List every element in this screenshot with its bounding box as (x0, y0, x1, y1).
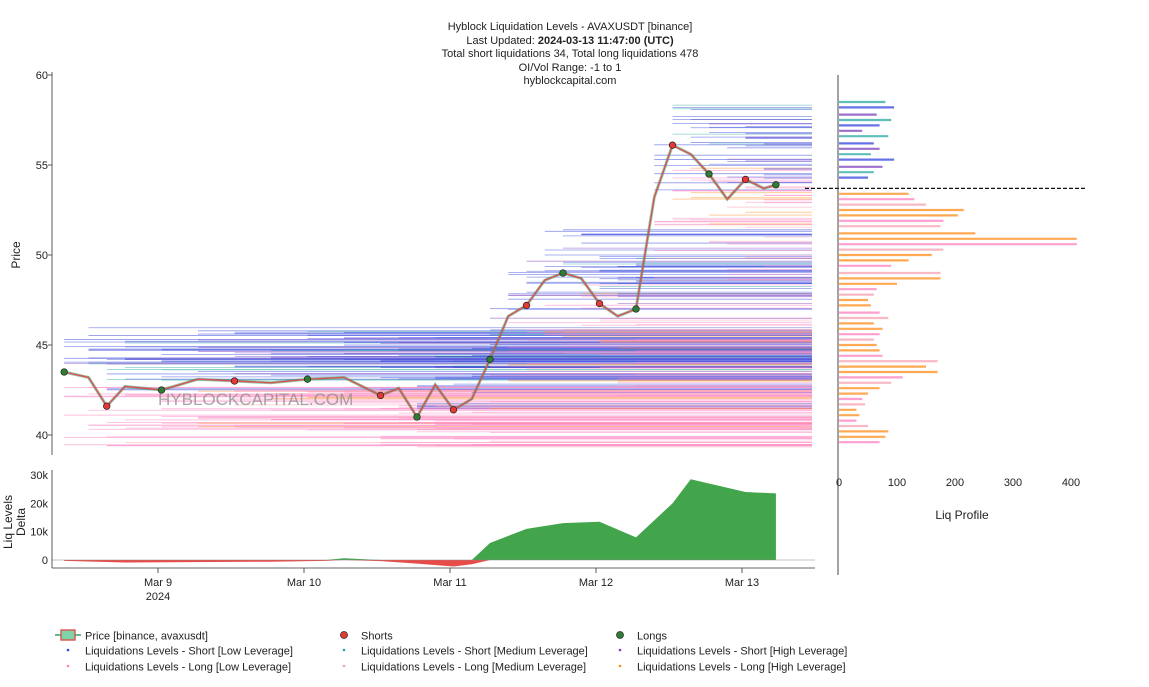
legend-item-short-high[interactable]: Liquidations Levels - Short [High Levera… (607, 645, 847, 658)
dot-icon (55, 661, 81, 674)
price-y-tick-label: 60 (36, 70, 48, 82)
profile-x-tick-label: 400 (1062, 477, 1080, 489)
time-x-tick-label: Mar 13 (725, 577, 759, 589)
time-x-year-label: 2024 (146, 591, 170, 603)
axes-layer: 40 45 50 55 60 Price 0 10k 20k 30k Liq LevelsDelta… (1, 70, 1080, 603)
price-axis-label: Price (9, 241, 23, 269)
oi-range-text: OI/Vol Range: -1 to 1 (518, 61, 622, 74)
chart-legend: Price [binance, avaxusdt] Liquidations L… (55, 629, 955, 679)
legend-item-long-low[interactable]: Liquidations Levels - Long [Low Leverage… (55, 661, 291, 674)
dot-icon (607, 645, 633, 658)
dot-icon (607, 661, 633, 674)
dot-icon (331, 661, 357, 674)
profile-x-tick-label: 200 (946, 477, 964, 489)
delta-axis-label-line: Liq Levels (1, 495, 15, 549)
profile-axis-label: Liq Profile (935, 508, 989, 522)
red-circle-icon (331, 629, 357, 644)
time-x-tick-label: Mar 10 (287, 577, 321, 589)
delta-y-tick-label: 30k (30, 470, 48, 482)
delta-y-tick-label: 20k (30, 498, 48, 510)
price-layer (60, 141, 1087, 421)
dot-icon (331, 645, 357, 658)
long-marker (60, 368, 68, 376)
long-marker (632, 305, 640, 313)
delta-negative-area (64, 560, 776, 567)
time-x-tick-label: Mar 9 (144, 577, 172, 589)
short-marker (595, 299, 604, 308)
legend-item-short-low[interactable]: Liquidations Levels - Short [Low Leverag… (55, 645, 293, 658)
short-marker (668, 141, 677, 149)
legend-item-long-med[interactable]: Liquidations Levels - Long [Medium Lever… (331, 661, 586, 674)
price-y-tick-label: 50 (36, 250, 48, 262)
short-marker (741, 175, 750, 184)
legend-item-longs[interactable]: Longs (607, 629, 667, 644)
delta-y-tick-label: 0 (42, 555, 48, 567)
last-updated-value: 2024-03-13 11:47:00 (UTC) (537, 34, 674, 47)
price-y-tick-label: 55 (36, 160, 48, 172)
delta-axis-label-line: Delta (14, 508, 28, 536)
long-marker (705, 170, 713, 178)
short-marker (376, 391, 385, 400)
last-updated: Last Updated: 2024-03-13 11:47:00 (UTC) (320, 35, 820, 49)
profile-x-tick-label: 100 (888, 477, 906, 489)
last-updated-label: Last Updated: (466, 34, 538, 47)
delta-axis-label: Liq LevelsDelta (1, 495, 28, 549)
short-marker (103, 402, 111, 410)
time-x-tick-label: Mar 12 (579, 577, 613, 589)
price-y-tick-label: 45 (36, 340, 48, 352)
long-marker (772, 181, 780, 189)
delta-positive-area (64, 479, 776, 560)
long-marker (486, 355, 494, 364)
price-swatch-icon (55, 629, 81, 644)
totals-text: Total short liquidations 34, Total long … (441, 48, 699, 60)
price-y-tick-label: 40 (36, 430, 48, 442)
short-marker (522, 301, 531, 310)
green-circle-icon (607, 629, 633, 644)
chart-header: Hyblock Liquidation Levels - AVAXUSDT [b… (320, 21, 820, 89)
delta-layer (52, 479, 815, 567)
long-marker (413, 413, 421, 421)
watermark-text: HYBLOCKCAPITAL.COM (158, 390, 353, 409)
liquidation-levels-layer (64, 104, 812, 448)
long-marker (559, 269, 567, 277)
site-text: hyblockcapital.com (523, 75, 617, 87)
profile-x-tick-label: 0 (836, 477, 842, 489)
chart-title: Hyblock Liquidation Levels - AVAXUSDT [b… (447, 21, 693, 33)
delta-y-tick-label: 10k (30, 527, 48, 539)
short-marker (230, 377, 239, 385)
legend-item-short-med[interactable]: Liquidations Levels - Short [Medium Leve… (331, 645, 588, 658)
long-marker (303, 375, 312, 383)
liq-profile-layer (839, 100, 1077, 444)
long-marker (157, 386, 166, 394)
profile-x-tick-label: 300 (1004, 477, 1022, 489)
legend-item-shorts[interactable]: Shorts (331, 629, 393, 644)
legend-item-price[interactable]: Price [binance, avaxusdt] (55, 629, 208, 644)
short-marker (449, 406, 458, 414)
time-x-tick-label: Mar 11 (433, 577, 466, 589)
dot-icon (55, 645, 81, 658)
legend-item-long-high[interactable]: Liquidations Levels - Long [High Leverag… (607, 661, 846, 674)
